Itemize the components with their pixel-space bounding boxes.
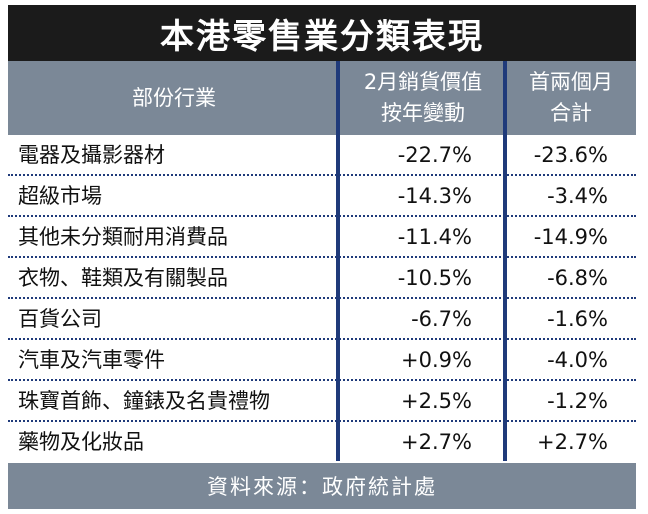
table-row: 珠寶首飾、鐘錶及名貴禮物 +2.5% -1.2% [8, 381, 636, 422]
header-feb-change: 2月銷貨價值 按年變動 [340, 61, 506, 135]
row-feb-change: +2.7% [401, 430, 472, 454]
header-feb-line1: 2月銷貨價值 [363, 70, 483, 94]
header-feb-line2: 按年變動 [381, 101, 465, 125]
table-header: 部份行業 2月銷貨價值 按年變動 首兩個月 合計 [8, 61, 636, 135]
row-divider [8, 256, 636, 258]
table-row: 衣物、鞋類及有關製品 -10.5% -6.8% [8, 258, 636, 299]
row-feb-change: -10.5% [397, 266, 472, 290]
row-feb-change: -22.7% [397, 143, 472, 167]
table-row: 電器及攝影器材 -22.7% -23.6% [8, 135, 636, 176]
row-two-month-total: -3.4% [547, 184, 608, 208]
row-category: 超級市場 [18, 184, 102, 208]
row-feb-change: +2.5% [401, 389, 472, 413]
table-row: 藥物及化妝品 +2.7% +2.7% [8, 422, 636, 463]
row-feb-change: -11.4% [397, 225, 472, 249]
row-two-month-total: -6.8% [547, 266, 608, 290]
row-feb-change: -14.3% [397, 184, 472, 208]
row-divider [8, 420, 636, 422]
row-two-month-total: +2.7% [537, 430, 608, 454]
row-divider [8, 338, 636, 340]
row-divider [8, 379, 636, 381]
table-title: 本港零售業分類表現 [8, 5, 636, 61]
table-row: 汽車及汽車零件 +0.9% -4.0% [8, 340, 636, 381]
row-category: 其他未分類耐用消費品 [18, 225, 228, 249]
row-two-month-total: -1.6% [547, 307, 608, 331]
row-category: 電器及攝影器材 [18, 143, 165, 167]
row-two-month-total: -14.9% [533, 225, 608, 249]
column-separator [336, 61, 340, 461]
header-category-label: 部份行業 [132, 85, 216, 110]
row-two-month-total: -4.0% [547, 348, 608, 372]
row-divider [8, 174, 636, 176]
table-row: 其他未分類耐用消費品 -11.4% -14.9% [8, 217, 636, 258]
header-two-month-total: 首兩個月 合計 [506, 61, 636, 135]
header-two-month-line1: 首兩個月 [529, 70, 613, 94]
row-category: 百貨公司 [18, 307, 102, 331]
header-category: 部份行業 [8, 61, 340, 135]
row-divider [8, 215, 636, 217]
source-note: 資料來源：政府統計處 [8, 463, 636, 509]
row-two-month-total: -23.6% [533, 143, 608, 167]
row-category: 藥物及化妝品 [18, 430, 144, 454]
row-divider [8, 297, 636, 299]
header-two-month-line2: 合計 [550, 101, 592, 125]
table-row: 百貨公司 -6.7% -1.6% [8, 299, 636, 340]
row-category: 汽車及汽車零件 [18, 348, 165, 372]
row-category: 衣物、鞋類及有關製品 [18, 266, 228, 290]
row-two-month-total: -1.2% [547, 389, 608, 413]
row-feb-change: -6.7% [411, 307, 472, 331]
row-category: 珠寶首飾、鐘錶及名貴禮物 [18, 389, 270, 413]
table-row: 超級市場 -14.3% -3.4% [8, 176, 636, 217]
column-separator [503, 61, 507, 461]
row-feb-change: +0.9% [401, 348, 472, 372]
